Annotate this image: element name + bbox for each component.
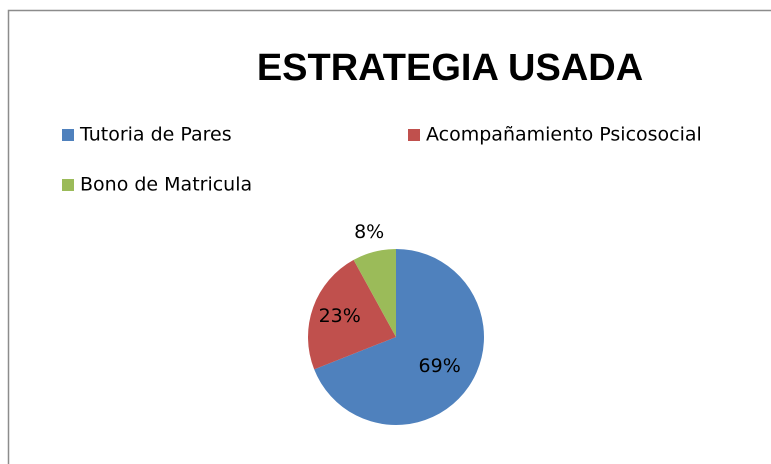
chart-title: ESTRATEGIA USADA — [257, 47, 643, 89]
legend-swatch — [62, 129, 74, 141]
data-label: 69% — [419, 355, 461, 377]
legend-label: Tutoria de Pares — [79, 124, 232, 146]
pie-slice — [307, 259, 396, 370]
pie-slice — [353, 249, 396, 337]
data-label: 23% — [319, 305, 361, 327]
legend-label: Bono de Matricula — [80, 174, 252, 196]
legend-swatch — [62, 179, 74, 191]
legend-swatch — [408, 129, 420, 141]
data-label: 8% — [354, 221, 384, 243]
legend-label: Acompañamiento Psicosocial — [426, 124, 702, 146]
pie-slice — [314, 249, 484, 425]
